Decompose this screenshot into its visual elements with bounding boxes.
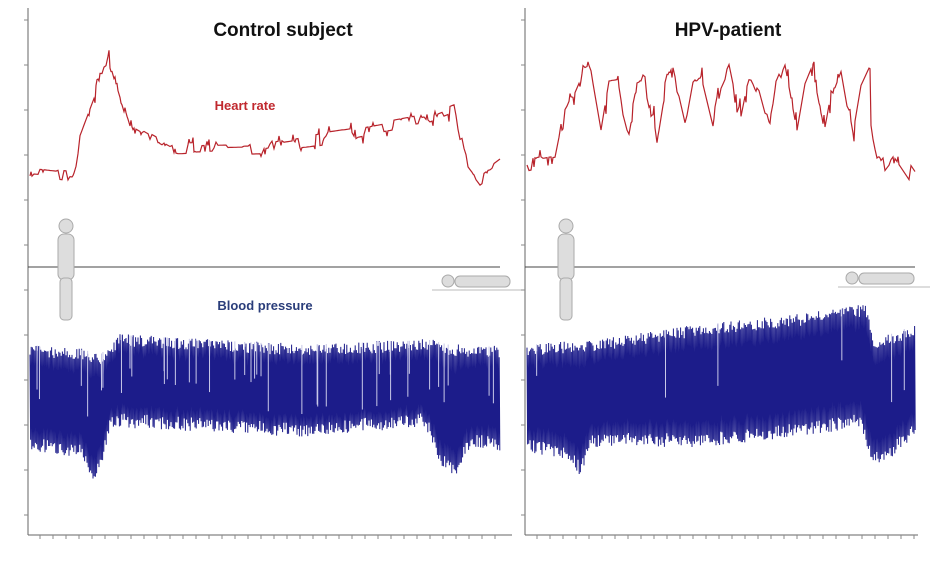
heart-rate-trace	[526, 61, 916, 182]
traces	[24, 19, 916, 539]
standing-figure	[557, 218, 575, 321]
panel-title: Control subject	[213, 20, 353, 41]
lying-figure	[432, 274, 525, 291]
heart-rate-label: Heart rate	[215, 98, 276, 113]
axes	[27, 8, 918, 536]
posture-icons	[57, 218, 930, 321]
panel-title: HPV-patient	[675, 20, 782, 41]
blood-pressure-trace	[526, 305, 916, 475]
standing-figure	[57, 218, 75, 321]
blood-pressure-label: Blood pressure	[217, 298, 312, 313]
lying-figure	[838, 271, 930, 288]
heart-rate-trace	[29, 50, 501, 186]
blood-pressure-trace	[29, 334, 501, 479]
